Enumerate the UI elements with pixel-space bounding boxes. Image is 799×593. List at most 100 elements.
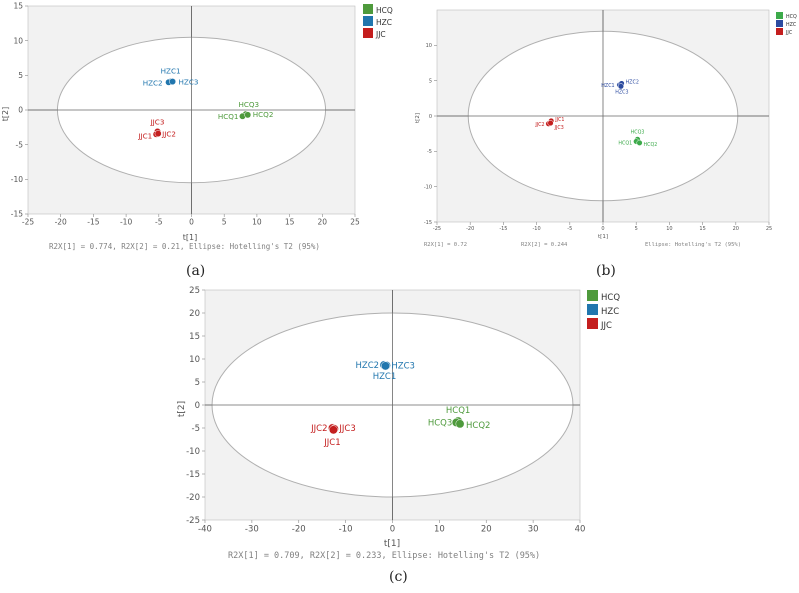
chart-c-legend: HCQ HZC JJC xyxy=(587,290,620,331)
chart-a-xtick-label: 5 xyxy=(222,218,227,227)
chart-a-xtick-label: -5 xyxy=(155,218,163,227)
chart-c-ylabel: t[2] xyxy=(177,401,187,417)
chart-b-legend: HCQ HZC JJC xyxy=(776,12,797,36)
chart-b-ytick-label: 10 xyxy=(426,43,432,49)
chart-c-xtick-label: -20 xyxy=(292,525,306,535)
chart-b-xlabel: t[1] xyxy=(598,234,608,240)
chart-b-xtick-label: 0 xyxy=(601,226,604,232)
chart-a-footer: R2X[1] = 0.774, R2X[2] = 0.21, Ellipse: … xyxy=(49,242,320,251)
chart-c-point-label: HCQ1 xyxy=(446,406,470,416)
chart-b-xtick-label: 20 xyxy=(733,226,739,232)
chart-b-point-label: HZC2 xyxy=(626,79,639,85)
chart-b-point-label: JJC1 xyxy=(554,117,564,123)
chart-c-legend-swatch-jjc xyxy=(587,318,598,329)
chart-c-legend-swatch-hcq xyxy=(587,290,598,301)
chart-c-xlabel: t[1] xyxy=(384,539,400,549)
chart-a-point-hcq2 xyxy=(244,111,252,119)
chart-c-legend-swatch-hzc xyxy=(587,304,598,315)
chart-c-ytick-label: -25 xyxy=(186,516,200,526)
chart-b-footer-r2x2: R2X[2] = 0.244 xyxy=(521,242,568,248)
chart-a-point-jjc2 xyxy=(154,130,162,138)
chart-c-xtick-label: 20 xyxy=(481,525,492,535)
chart-b-legend-label: HCQ xyxy=(786,14,797,20)
chart-a-xtick-label: 0 xyxy=(189,218,194,227)
chart-b-ytick-label: -10 xyxy=(424,184,432,190)
chart-b-legend-swatch-hzc xyxy=(776,20,783,27)
chart-b-legend-swatch-hcq xyxy=(776,12,783,19)
chart-a-legend-swatch-hcq xyxy=(363,4,373,14)
chart-a-ytick-label: -10 xyxy=(11,175,23,184)
chart-c-ytick-label: 15 xyxy=(189,332,200,342)
chart-a-xtick-label: -20 xyxy=(55,218,67,227)
chart-b-ytick-label: 5 xyxy=(429,78,432,84)
chart-a-legend-label: HCQ xyxy=(376,6,393,15)
chart-c-point-label: JJC3 xyxy=(338,424,355,434)
chart-a-point-label: HCQ3 xyxy=(238,100,259,109)
chart-a-ytick-label: 10 xyxy=(13,36,23,45)
chart-b-ytick-label: -5 xyxy=(427,149,432,155)
chart-b-xtick-label: -15 xyxy=(499,226,507,232)
caption-c: (c) xyxy=(389,569,408,585)
chart-b-point-label: HZC3 xyxy=(615,89,628,95)
chart-c-xtick-label: -40 xyxy=(198,525,212,535)
chart-b-point-jjc3 xyxy=(547,120,554,127)
chart-b-legend-label: JJC xyxy=(785,30,793,36)
chart-b-point-label: HCQ2 xyxy=(644,142,658,148)
chart-c-point-label: HZC1 xyxy=(373,372,397,382)
chart-a-point-label: HCQ1 xyxy=(218,112,239,121)
chart-a-legend-swatch-jjc xyxy=(363,28,373,38)
chart-c-legend-label: JJC xyxy=(600,321,612,331)
chart-c-ytick-label: -5 xyxy=(192,424,200,434)
chart-a-point-hzc3 xyxy=(169,78,176,86)
chart-c-ytick-label: 0 xyxy=(195,401,200,411)
chart-a-xlabel: t[1] xyxy=(183,233,197,242)
chart-c-xtick-label: 40 xyxy=(575,525,586,535)
chart-a-point-label: HZC1 xyxy=(161,67,181,76)
chart-c-xtick-label: 30 xyxy=(528,525,539,535)
chart-c-point-hcq2 xyxy=(455,419,465,429)
chart-b-legend-label: HZC xyxy=(786,22,797,28)
chart-c-footer: R2X[1] = 0.709, R2X[2] = 0.233, Ellipse:… xyxy=(228,551,540,561)
chart-b-xtick-label: -5 xyxy=(567,226,572,232)
chart-c: -40 -30 -20 -10 0 10 20 30 40 -25 -20 -15 -10 -5 0 5 10 1… xyxy=(177,286,620,561)
chart-c-xtick-label: -10 xyxy=(339,525,353,535)
chart-b-footer-ellipse: Ellipse: Hotelling's T2 (95%) xyxy=(645,242,741,248)
chart-c-ytick-label: 25 xyxy=(189,286,200,296)
chart-c-ellipse xyxy=(205,290,580,520)
chart-b-xtick-label: 25 xyxy=(766,226,772,232)
chart-b-xtick-label: -10 xyxy=(533,226,541,232)
chart-a-ytick-label: -5 xyxy=(16,140,24,149)
chart-b-legend-swatch-jjc xyxy=(776,28,783,35)
chart-a-legend-label: HZC xyxy=(376,18,392,27)
chart-c-ytick-label: 20 xyxy=(189,309,200,319)
chart-b-ytick-label: -15 xyxy=(424,220,432,226)
chart-c-ytick-label: -10 xyxy=(186,447,200,457)
chart-b-xtick-label: -20 xyxy=(466,226,474,232)
chart-b-point-hcq2 xyxy=(636,139,643,146)
chart-c-ytick-label: 10 xyxy=(189,355,200,365)
chart-a-xtick-label: 10 xyxy=(252,218,262,227)
chart-b-ytick-label: 0 xyxy=(429,114,432,120)
caption-b: (b) xyxy=(596,263,616,279)
chart-a-point-label: HZC3 xyxy=(179,78,199,87)
chart-c-point-label: HCQ2 xyxy=(466,421,490,431)
chart-a-ytick-label: 5 xyxy=(18,71,23,80)
chart-a-points: HZC1 HZC2 HZC3 HCQ3 HCQ1 HCQ2 JJC3 JJC1 JJC2 xyxy=(137,67,273,141)
chart-a-ytick-label: 0 xyxy=(18,106,23,115)
chart-b-point-hzc3 xyxy=(617,83,624,90)
chart-a-ytick-label: 15 xyxy=(13,2,23,11)
chart-c-point-label: HCQ3 xyxy=(428,418,452,428)
chart-a-point-label: HZC2 xyxy=(143,78,163,87)
chart-b-ylabel: t[2] xyxy=(415,113,421,123)
chart-a: -25 -20 -15 -10 -5 0 5 10 15 20 25 -15 -10 -5 0 5 10 15 H… xyxy=(1,2,393,251)
chart-b-point-label: HZC1 xyxy=(601,83,614,89)
chart-b-point-label: HCQ3 xyxy=(631,129,645,135)
chart-a-legend: HCQ HZC JJC xyxy=(363,4,393,39)
chart-b-xtick-label: 5 xyxy=(635,226,638,232)
chart-a-ellipse xyxy=(28,6,355,214)
chart-c-point-hzc1 xyxy=(381,361,390,371)
chart-b-xtick-label: 15 xyxy=(699,226,705,232)
chart-a-point-label: HCQ2 xyxy=(253,110,274,119)
chart-c-ytick-label: -20 xyxy=(186,493,200,503)
